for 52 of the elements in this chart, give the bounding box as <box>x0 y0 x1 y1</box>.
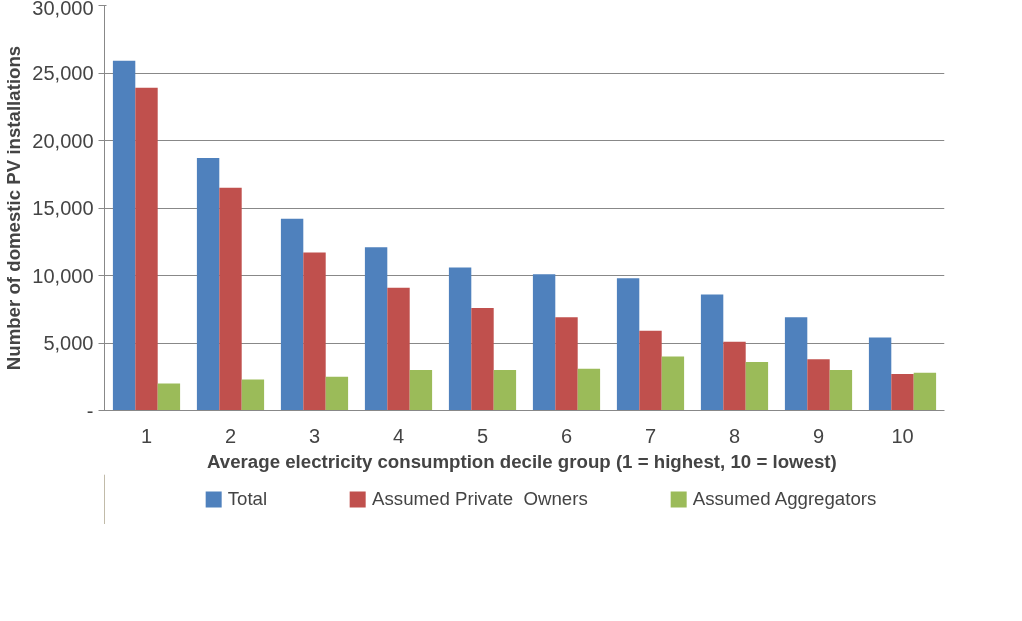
bar <box>891 374 914 411</box>
bar <box>784 317 808 411</box>
x-tick-label: 3 <box>308 424 321 447</box>
bar <box>196 158 220 411</box>
y-tick-label: 20,000 <box>32 129 94 152</box>
x-tick-label: 4 <box>392 424 405 447</box>
legend-label: Assumed Aggregators <box>692 488 877 510</box>
y-tick-label: - <box>86 399 94 422</box>
y-tick-label: 25,000 <box>32 62 94 84</box>
bar <box>325 376 349 411</box>
bar <box>639 330 662 411</box>
bar <box>913 372 937 411</box>
bar <box>303 252 326 411</box>
x-tick-label: 5 <box>476 424 489 447</box>
bar <box>745 361 769 411</box>
x-tick-label: 6 <box>560 424 573 447</box>
x-tick-label: 8 <box>728 424 741 447</box>
bar <box>387 287 410 411</box>
y-tick-label: 10,000 <box>32 264 94 287</box>
bar <box>280 218 304 411</box>
x-tick-label: 2 <box>224 424 237 447</box>
bar <box>219 187 242 411</box>
bar <box>493 370 517 411</box>
bar <box>364 247 388 411</box>
bar <box>157 383 181 411</box>
bar <box>577 368 601 411</box>
x-tick-label: 9 <box>812 424 825 447</box>
bar <box>807 359 830 411</box>
bar <box>532 274 556 411</box>
x-tick-label: 7 <box>644 424 657 447</box>
y-axis-title: Number of domestic PV installations <box>3 45 25 371</box>
legend-label: Assumed Private Owners <box>372 488 588 510</box>
bar <box>135 87 158 411</box>
x-tick-label: 1 <box>140 424 153 447</box>
y-tick-label: 15,000 <box>32 197 94 219</box>
bar <box>448 267 472 411</box>
bar <box>471 307 494 411</box>
bar <box>616 278 640 411</box>
bar <box>868 337 892 411</box>
bar <box>700 294 724 411</box>
y-tick-label: 5,000 <box>43 332 94 354</box>
bar <box>829 370 853 411</box>
x-axis-title: Average electricity consumption decile group (1 = highest, 10 = lowest) <box>207 450 837 472</box>
legend-label: Total <box>227 488 268 510</box>
bar <box>555 317 578 411</box>
x-tick-label: 10 <box>891 424 914 447</box>
bar <box>661 356 685 411</box>
bar <box>241 379 265 411</box>
bar <box>409 370 433 411</box>
bar <box>723 341 746 411</box>
bar <box>112 60 136 411</box>
y-tick-label: 30,000 <box>32 0 94 19</box>
